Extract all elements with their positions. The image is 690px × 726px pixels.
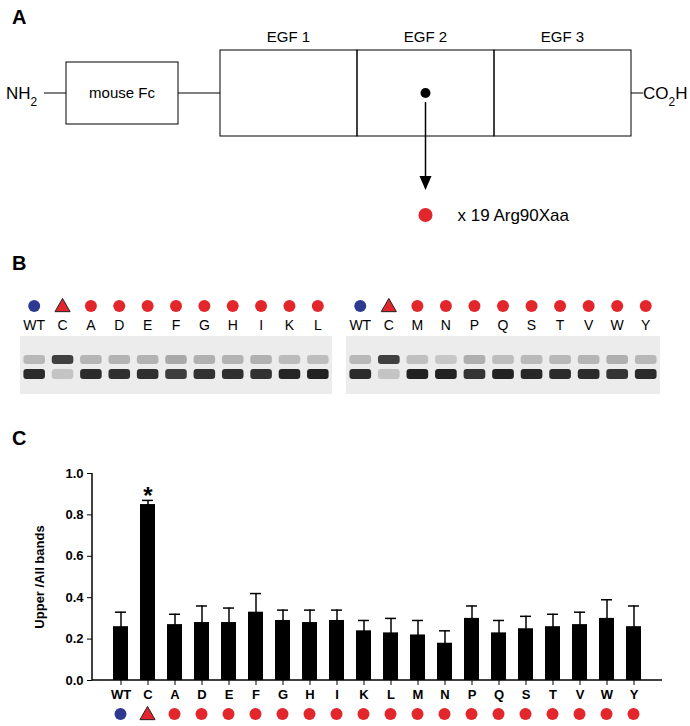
svg-text:mouse Fc: mouse Fc bbox=[89, 84, 155, 101]
svg-text:S: S bbox=[527, 317, 536, 333]
svg-text:WT: WT bbox=[111, 687, 131, 702]
svg-text:L: L bbox=[387, 687, 395, 702]
svg-text:*: * bbox=[143, 482, 153, 509]
svg-text:EGF 2: EGF 2 bbox=[404, 28, 447, 45]
svg-text:C: C bbox=[57, 317, 67, 333]
svg-text:N: N bbox=[441, 317, 451, 333]
svg-text:H: H bbox=[228, 317, 238, 333]
svg-text:C: C bbox=[143, 687, 153, 702]
svg-text:A: A bbox=[170, 687, 180, 702]
svg-text:V: V bbox=[576, 687, 585, 702]
svg-text:0.0: 0.0 bbox=[65, 673, 83, 688]
svg-text:EGF 1: EGF 1 bbox=[267, 28, 310, 45]
svg-text:Y: Y bbox=[641, 317, 651, 333]
html-text:C: C bbox=[12, 427, 27, 449]
svg-text:B: B bbox=[12, 252, 26, 274]
svg-text:V: V bbox=[584, 317, 594, 333]
svg-text:S: S bbox=[522, 687, 531, 702]
svg-text:W: W bbox=[611, 317, 625, 333]
svg-text:F: F bbox=[252, 687, 260, 702]
svg-text:G: G bbox=[278, 687, 288, 702]
svg-text:NH2: NH2 bbox=[6, 84, 38, 109]
svg-text:C: C bbox=[384, 317, 394, 333]
svg-text:CO2H: CO2H bbox=[643, 84, 687, 109]
svg-text:0.6: 0.6 bbox=[65, 548, 83, 563]
svg-text:T: T bbox=[556, 317, 565, 333]
svg-text:H: H bbox=[305, 687, 314, 702]
svg-text:D: D bbox=[114, 317, 124, 333]
svg-text:W: W bbox=[601, 687, 614, 702]
svg-text:EGF 3: EGF 3 bbox=[541, 28, 584, 45]
svg-text:A: A bbox=[86, 317, 96, 333]
svg-text:Q: Q bbox=[494, 687, 504, 702]
svg-text:x 19 Arg90Xaa: x 19 Arg90Xaa bbox=[458, 206, 570, 225]
svg-text:WT: WT bbox=[349, 317, 371, 333]
svg-text:I: I bbox=[259, 317, 263, 333]
svg-text:0.2: 0.2 bbox=[65, 631, 83, 646]
svg-text:D: D bbox=[197, 687, 206, 702]
svg-text:WT: WT bbox=[23, 317, 45, 333]
svg-text:T: T bbox=[549, 687, 557, 702]
svg-text:1.0: 1.0 bbox=[65, 466, 83, 481]
svg-text:Q: Q bbox=[498, 317, 509, 333]
svg-text:F: F bbox=[172, 317, 181, 333]
svg-text:E: E bbox=[225, 687, 234, 702]
svg-text:N: N bbox=[440, 687, 449, 702]
svg-text:K: K bbox=[285, 317, 295, 333]
svg-text:K: K bbox=[359, 687, 369, 702]
svg-text:0.8: 0.8 bbox=[65, 507, 83, 522]
svg-text:L: L bbox=[314, 317, 322, 333]
svg-text:M: M bbox=[412, 317, 424, 333]
svg-text:P: P bbox=[470, 317, 479, 333]
svg-text:Y: Y bbox=[630, 687, 639, 702]
svg-text:I: I bbox=[335, 687, 339, 702]
svg-text:0.4: 0.4 bbox=[65, 590, 84, 605]
svg-text:E: E bbox=[143, 317, 152, 333]
svg-text:M: M bbox=[413, 687, 424, 702]
svg-text:A: A bbox=[12, 6, 26, 28]
svg-text:G: G bbox=[199, 317, 210, 333]
svg-text:P: P bbox=[468, 687, 477, 702]
svg-text:Upper /All bands: Upper /All bands bbox=[32, 525, 47, 628]
